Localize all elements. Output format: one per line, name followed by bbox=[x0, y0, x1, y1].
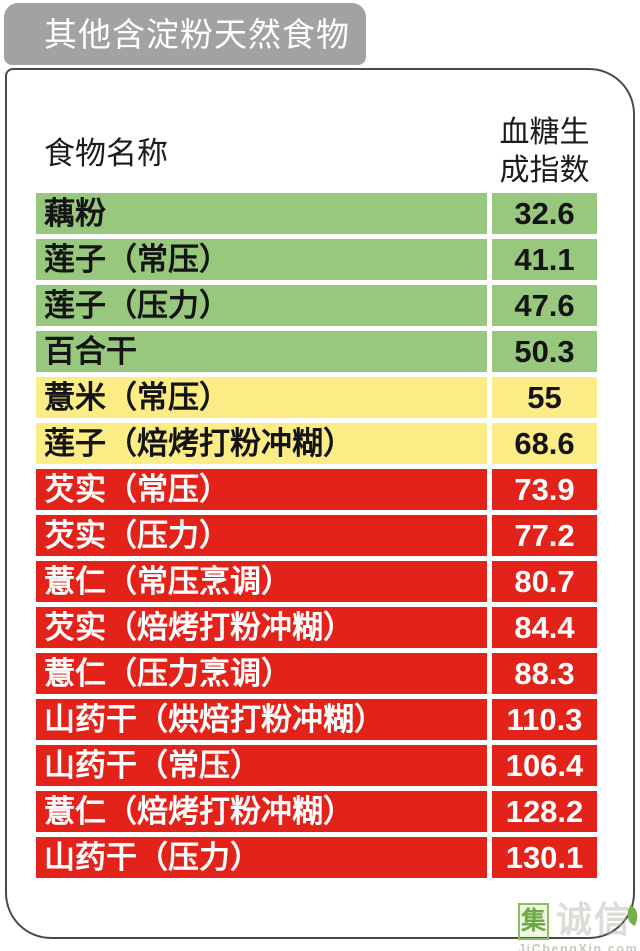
watermark-logo: 集 bbox=[518, 903, 549, 940]
gi-value-cell: 77.2 bbox=[492, 515, 597, 556]
table-row: 藕粉 32.6 bbox=[36, 193, 597, 234]
table-row: 百合干 50.3 bbox=[36, 331, 597, 372]
table-body: 藕粉 32.6 莲子（常压） 41.1 莲子（压力） 47.6 百合干 50.3… bbox=[36, 193, 597, 883]
table-row: 薏仁（焙烤打粉冲糊） 128.2 bbox=[36, 791, 597, 832]
gi-value-cell: 32.6 bbox=[492, 193, 597, 234]
gi-value-cell: 47.6 bbox=[492, 285, 597, 326]
gi-value-cell: 50.3 bbox=[492, 331, 597, 372]
table-row: 芡实（常压） 73.9 bbox=[36, 469, 597, 510]
table-row: 芡实（压力） 77.2 bbox=[36, 515, 597, 556]
food-name-cell: 山药干（常压） bbox=[36, 745, 487, 786]
table-row: 莲子（常压） 41.1 bbox=[36, 239, 597, 280]
food-name-cell: 山药干（压力） bbox=[36, 837, 487, 878]
table-row: 山药干（烘焙打粉冲糊） 110.3 bbox=[36, 699, 597, 740]
watermark-logo-row: 集 诚信 bbox=[518, 898, 640, 942]
gi-value-cell: 84.4 bbox=[492, 607, 597, 648]
food-name-cell: 薏仁（常压烹调） bbox=[36, 561, 487, 602]
watermark-faint-text: 诚信 bbox=[556, 899, 633, 940]
gi-header-line2: 成指数 bbox=[499, 154, 590, 187]
section-title-badge: 其他含淀粉天然食物 bbox=[4, 3, 366, 65]
food-name-cell: 薏仁（焙烤打粉冲糊） bbox=[36, 791, 487, 832]
gi-value-cell: 128.2 bbox=[492, 791, 597, 832]
gi-value-cell: 68.6 bbox=[492, 423, 597, 464]
gi-value-cell: 55 bbox=[492, 377, 597, 418]
gi-value-cell: 88.3 bbox=[492, 653, 597, 694]
section-title: 其他含淀粉天然食物 bbox=[44, 16, 350, 53]
column-header-glycemic-index: 血糖生 成指数 bbox=[492, 112, 597, 192]
food-name-cell: 芡实（压力） bbox=[36, 515, 487, 556]
gi-value-cell: 110.3 bbox=[492, 699, 597, 740]
food-name-cell: 芡实（焙烤打粉冲糊） bbox=[36, 607, 487, 648]
gi-header-line1: 血糖生 bbox=[499, 116, 590, 149]
column-header-food-name: 食物名称 bbox=[44, 136, 168, 171]
table-row: 莲子（压力） 47.6 bbox=[36, 285, 597, 326]
gi-value-cell: 106.4 bbox=[492, 745, 597, 786]
food-name-cell: 莲子（焙烤打粉冲糊） bbox=[36, 423, 487, 464]
site-watermark: 集 诚信 JiChengXin.com bbox=[518, 898, 640, 951]
table-card: 食物名称 血糖生 成指数 藕粉 32.6 莲子（常压） 41.1 莲子（压力） … bbox=[5, 68, 635, 939]
table-row: 山药干（常压） 106.4 bbox=[36, 745, 597, 786]
watermark-site-url: JiChengXin.com bbox=[518, 942, 639, 951]
table-row: 薏仁（常压烹调） 80.7 bbox=[36, 561, 597, 602]
food-name-cell: 芡实（常压） bbox=[36, 469, 487, 510]
food-name-cell: 莲子（常压） bbox=[36, 239, 487, 280]
food-name-cell: 薏仁（压力烹调） bbox=[36, 653, 487, 694]
table-row: 薏仁（压力烹调） 88.3 bbox=[36, 653, 597, 694]
food-name-cell: 薏米（常压） bbox=[36, 377, 487, 418]
table-header-row: 食物名称 血糖生 成指数 bbox=[36, 112, 597, 192]
food-name-cell: 百合干 bbox=[36, 331, 487, 372]
table-row: 莲子（焙烤打粉冲糊） 68.6 bbox=[36, 423, 597, 464]
food-name-cell: 莲子（压力） bbox=[36, 285, 487, 326]
gi-value-cell: 80.7 bbox=[492, 561, 597, 602]
food-name-cell: 藕粉 bbox=[36, 193, 487, 234]
table-row: 芡实（焙烤打粉冲糊） 84.4 bbox=[36, 607, 597, 648]
gi-value-cell: 41.1 bbox=[492, 239, 597, 280]
gi-value-cell: 130.1 bbox=[492, 837, 597, 878]
table-row: 薏米（常压） 55 bbox=[36, 377, 597, 418]
gi-value-cell: 73.9 bbox=[492, 469, 597, 510]
table-row: 山药干（压力） 130.1 bbox=[36, 837, 597, 878]
food-name-cell: 山药干（烘焙打粉冲糊） bbox=[36, 699, 487, 740]
